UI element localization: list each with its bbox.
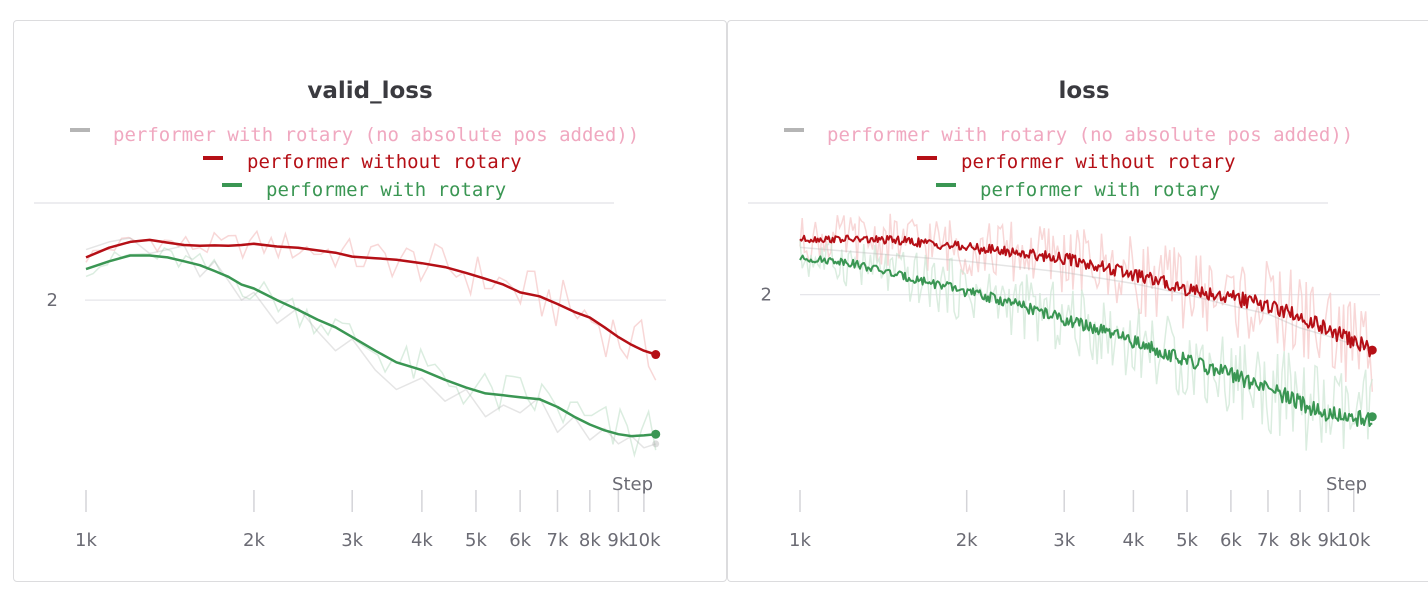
- x-tick-label: 5k: [1176, 530, 1198, 551]
- legend: performer with rotary (no absolute pos a…: [70, 124, 639, 201]
- x-axis-label: Step: [1326, 474, 1367, 495]
- x-tick-label: 1k: [789, 530, 811, 551]
- legend-label: performer without rotary: [247, 151, 522, 173]
- x-tick-label: 10k: [1337, 530, 1371, 551]
- y-tick-label: 2: [761, 285, 772, 306]
- series-end-point: [652, 440, 660, 448]
- legend-label: performer without rotary: [961, 151, 1236, 173]
- series-end-point: [651, 350, 661, 360]
- x-tick-label: 8k: [579, 530, 601, 551]
- legend-swatch: [70, 128, 90, 132]
- legend-swatch: [936, 183, 956, 187]
- x-tick-label: 1k: [75, 530, 97, 551]
- chart-title: loss: [1058, 78, 1109, 104]
- x-tick-label: 2k: [243, 530, 265, 551]
- legend-swatch: [784, 128, 804, 132]
- x-tick-label: 7k: [1257, 530, 1279, 551]
- series-background-trace: [85, 229, 657, 381]
- chart-title: valid_loss: [307, 78, 432, 104]
- x-tick-label: 2k: [956, 530, 978, 551]
- y-tick-label: 2: [47, 290, 58, 311]
- x-axis-label: Step: [612, 474, 653, 495]
- series-end-point: [651, 429, 661, 439]
- legend-label: performer with rotary: [980, 179, 1220, 201]
- series-line: [85, 238, 657, 356]
- valid-loss-chart: valid_loss performer with rotary (no abs…: [34, 78, 666, 551]
- series-background-trace: [799, 213, 1374, 392]
- legend-label: performer with rotary: [266, 179, 506, 201]
- series-background-trace: [799, 237, 1374, 451]
- loss-chart: loss performer with rotary (no absolute …: [748, 78, 1380, 551]
- x-tick-label: 3k: [1053, 530, 1075, 551]
- x-tick-label: 8k: [1289, 530, 1311, 551]
- series-end-point: [1367, 412, 1377, 422]
- x-tick-label: 10k: [627, 530, 661, 551]
- legend-swatch: [917, 156, 937, 160]
- legend: performer with rotary (no absolute pos a…: [784, 124, 1353, 201]
- series-line: [799, 234, 1373, 358]
- valid-loss-panel: [13, 20, 727, 582]
- series-line: [85, 237, 656, 449]
- series-background-trace: [85, 246, 657, 459]
- x-tick-label: 6k: [509, 530, 531, 551]
- legend-label: performer with rotary (no absolute pos a…: [827, 124, 1353, 146]
- x-tick-label: 7k: [547, 530, 569, 551]
- x-tick-label: 4k: [411, 530, 433, 551]
- x-tick-label: 4k: [1122, 530, 1144, 551]
- x-tick-label: 5k: [465, 530, 487, 551]
- x-tick-label: 9k: [1317, 530, 1339, 551]
- x-tick-label: 9k: [607, 530, 629, 551]
- x-tick-label: 6k: [1220, 530, 1242, 551]
- legend-swatch: [203, 156, 223, 160]
- series-line: [85, 254, 656, 438]
- x-tick-label: 3k: [341, 530, 363, 551]
- series-line: [799, 254, 1373, 427]
- legend-swatch: [222, 183, 242, 187]
- loss-panel: [727, 20, 1428, 582]
- series-end-point: [1367, 345, 1377, 355]
- legend-label: performer with rotary (no absolute pos a…: [113, 124, 639, 146]
